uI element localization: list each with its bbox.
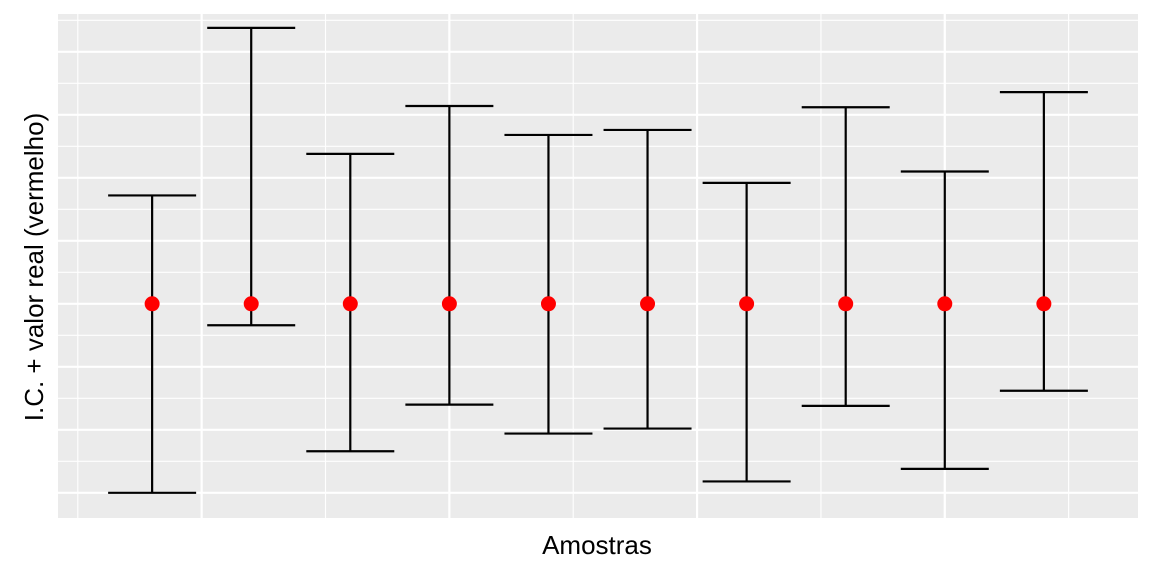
- true-value-point: [937, 296, 953, 312]
- true-value-point: [838, 296, 854, 312]
- error-bars: [108, 26, 1088, 494]
- grid-lines: [58, 14, 1138, 518]
- true-value-point: [739, 296, 755, 312]
- true-value-point: [540, 296, 556, 312]
- true-value-point: [640, 296, 656, 312]
- true-value-point: [144, 296, 160, 312]
- true-value-points: [144, 296, 1052, 312]
- true-value-point: [1036, 296, 1052, 312]
- plot-panel: [58, 14, 1138, 518]
- true-value-point: [342, 296, 358, 312]
- true-value-point: [441, 296, 457, 312]
- true-value-point: [243, 296, 259, 312]
- y-axis-title: I.C. + valor real (vermelho): [19, 113, 49, 421]
- x-axis-title: Amostras: [542, 530, 652, 560]
